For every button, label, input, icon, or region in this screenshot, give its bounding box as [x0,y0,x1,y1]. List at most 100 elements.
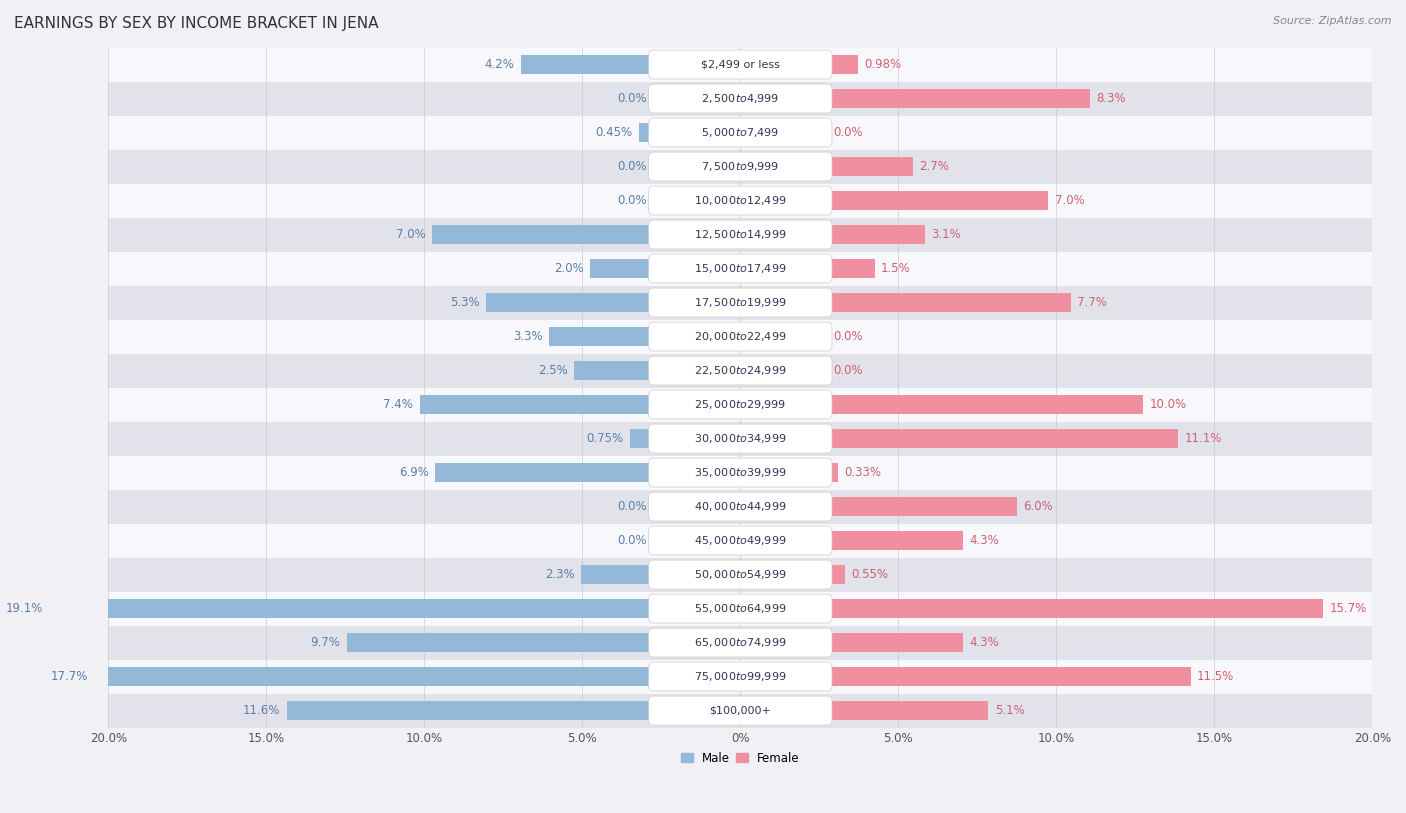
Text: $22,500 to $24,999: $22,500 to $24,999 [695,364,786,377]
Text: 4.2%: 4.2% [485,58,515,71]
Text: 0.98%: 0.98% [865,58,901,71]
Text: $7,500 to $9,999: $7,500 to $9,999 [702,160,779,173]
Bar [108,354,1372,388]
Text: 0.0%: 0.0% [617,194,647,207]
Text: 2.0%: 2.0% [554,262,583,275]
Text: $2,500 to $4,999: $2,500 to $4,999 [702,92,779,105]
Text: 3.3%: 3.3% [513,330,543,343]
Bar [108,558,1372,592]
Text: 3.1%: 3.1% [932,228,962,241]
FancyBboxPatch shape [648,84,832,113]
Text: 11.5%: 11.5% [1197,670,1234,683]
Text: 0.33%: 0.33% [844,466,882,479]
FancyBboxPatch shape [648,628,832,657]
Text: 2.7%: 2.7% [920,160,949,173]
Bar [108,388,1372,422]
Text: 19.1%: 19.1% [6,602,44,615]
Text: 0.0%: 0.0% [617,534,647,547]
FancyBboxPatch shape [648,390,832,419]
Bar [419,395,654,414]
Text: $5,000 to $7,499: $5,000 to $7,499 [702,126,779,139]
Text: $15,000 to $17,499: $15,000 to $17,499 [695,262,786,275]
FancyBboxPatch shape [648,492,832,521]
Bar [550,327,654,346]
FancyBboxPatch shape [648,560,832,589]
Text: 5.3%: 5.3% [450,296,479,309]
Text: $45,000 to $49,999: $45,000 to $49,999 [695,534,786,547]
FancyBboxPatch shape [648,662,832,691]
Text: 0.0%: 0.0% [617,500,647,513]
Text: $55,000 to $64,999: $55,000 to $64,999 [695,602,786,615]
Text: 10.0%: 10.0% [1150,398,1187,411]
Legend: Male, Female: Male, Female [676,747,804,769]
Bar [108,422,1372,455]
Text: 7.7%: 7.7% [1077,296,1107,309]
Bar [108,693,1372,728]
Bar [108,489,1372,524]
Bar [108,659,1372,693]
Text: EARNINGS BY SEX BY INCOME BRACKET IN JENA: EARNINGS BY SEX BY INCOME BRACKET IN JEN… [14,16,378,31]
Text: $50,000 to $54,999: $50,000 to $54,999 [695,568,786,581]
Text: $2,499 or less: $2,499 or less [702,59,780,70]
Text: 2.3%: 2.3% [544,568,575,581]
FancyBboxPatch shape [648,118,832,147]
FancyBboxPatch shape [648,594,832,623]
Text: $35,000 to $39,999: $35,000 to $39,999 [695,466,786,479]
Bar [108,625,1372,659]
FancyBboxPatch shape [648,186,832,215]
Bar [827,463,838,482]
Bar [49,599,654,618]
FancyBboxPatch shape [648,254,832,283]
Text: 7.4%: 7.4% [384,398,413,411]
Bar [630,429,654,448]
Text: 0.0%: 0.0% [834,330,863,343]
Bar [827,157,912,176]
Text: $65,000 to $74,999: $65,000 to $74,999 [695,636,786,649]
Text: 8.3%: 8.3% [1095,92,1126,105]
Bar [827,293,1070,312]
Bar [108,285,1372,320]
Text: $25,000 to $29,999: $25,000 to $29,999 [695,398,786,411]
Bar [108,47,1372,81]
Text: 0.0%: 0.0% [617,160,647,173]
Bar [436,463,654,482]
Bar [520,55,654,74]
Text: 0.0%: 0.0% [834,126,863,139]
Text: 11.1%: 11.1% [1184,432,1222,445]
Text: 2.5%: 2.5% [538,364,568,377]
Text: Source: ZipAtlas.com: Source: ZipAtlas.com [1274,16,1392,26]
Bar [108,524,1372,558]
Bar [827,701,988,720]
Text: 1.5%: 1.5% [882,262,911,275]
Bar [432,225,654,244]
FancyBboxPatch shape [648,50,832,79]
Bar [827,565,845,584]
Text: 4.3%: 4.3% [970,636,1000,649]
FancyBboxPatch shape [648,356,832,385]
Bar [581,565,654,584]
Text: $10,000 to $12,499: $10,000 to $12,499 [695,194,786,207]
Bar [827,599,1323,618]
Bar [827,395,1143,414]
FancyBboxPatch shape [648,322,832,351]
FancyBboxPatch shape [648,220,832,249]
Text: $12,500 to $14,999: $12,500 to $14,999 [695,228,786,241]
Text: 0.55%: 0.55% [851,568,889,581]
Text: 17.7%: 17.7% [51,670,87,683]
Text: 11.6%: 11.6% [243,704,280,717]
Text: 6.0%: 6.0% [1024,500,1053,513]
Text: 6.9%: 6.9% [399,466,429,479]
Bar [575,361,654,380]
Bar [827,498,1017,516]
Text: 0.75%: 0.75% [586,432,623,445]
Bar [108,115,1372,150]
Text: $100,000+: $100,000+ [710,706,772,715]
FancyBboxPatch shape [648,288,832,317]
Text: 0.0%: 0.0% [834,364,863,377]
Bar [108,184,1372,218]
FancyBboxPatch shape [648,458,832,487]
Bar [827,225,925,244]
FancyBboxPatch shape [648,526,832,555]
Text: $75,000 to $99,999: $75,000 to $99,999 [695,670,786,683]
Text: 0.0%: 0.0% [617,92,647,105]
